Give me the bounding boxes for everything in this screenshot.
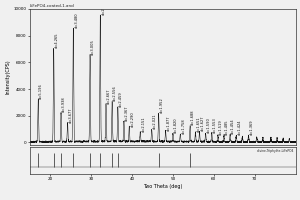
X-axis label: Two Theta (deg): Two Theta (deg) (143, 184, 182, 189)
Text: LiFePO4-coated-1.and: LiFePO4-coated-1.and (30, 4, 75, 8)
Text: d=1.519: d=1.519 (219, 119, 223, 135)
Text: d=2.778: d=2.778 (101, 0, 105, 15)
Text: d=2.556: d=2.556 (113, 86, 117, 101)
Text: d=4.265: d=4.265 (55, 32, 59, 48)
Text: d=3.938: d=3.938 (62, 96, 66, 112)
Text: d=1.952: d=1.952 (160, 98, 164, 113)
Text: olivine-Triphylite-LiFePO4: olivine-Triphylite-LiFePO4 (257, 149, 294, 153)
Y-axis label: Intensity(CPS): Intensity(CPS) (6, 60, 11, 94)
Text: d=2.021: d=2.021 (153, 114, 157, 129)
Text: d=1.485: d=1.485 (225, 119, 229, 135)
Text: d=1.688: d=1.688 (191, 110, 195, 125)
Text: d=1.820: d=1.820 (174, 118, 178, 133)
Text: d=1.877: d=1.877 (167, 115, 171, 131)
Text: d=3.677: d=3.677 (69, 107, 73, 123)
Text: d=1.553: d=1.553 (213, 117, 217, 133)
Text: d=3.480: d=3.480 (74, 12, 78, 28)
Text: d=1.758: d=1.758 (181, 118, 185, 134)
Text: d=1.627: d=1.627 (200, 116, 205, 131)
Text: d=1.424: d=1.424 (237, 119, 241, 135)
Text: d=5.196: d=5.196 (39, 83, 43, 99)
Text: d=1.651: d=1.651 (196, 116, 200, 132)
Text: d=2.367: d=2.367 (125, 106, 129, 121)
Text: d=1.454: d=1.454 (231, 118, 235, 134)
Text: d=1.590: d=1.590 (207, 118, 211, 133)
Text: d=2.667: d=2.667 (107, 89, 111, 104)
Text: d=2.290: d=2.290 (130, 111, 134, 127)
Text: d=3.005: d=3.005 (91, 39, 95, 55)
Text: d=1.369: d=1.369 (250, 119, 254, 135)
Text: d=2.151: d=2.151 (141, 116, 145, 132)
Text: d=2.459: d=2.459 (119, 91, 123, 107)
